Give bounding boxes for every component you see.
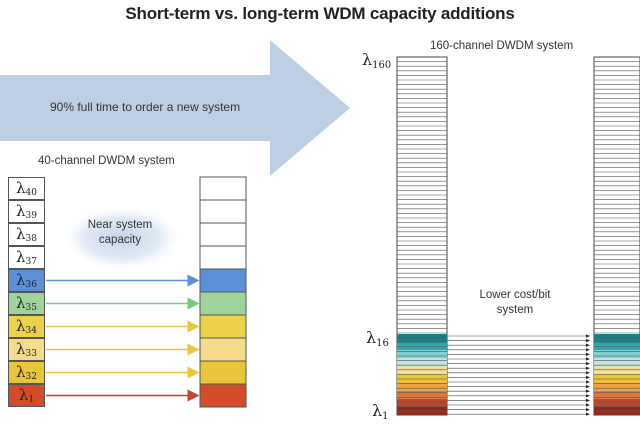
lambda-1-label: λ1 [372, 401, 389, 423]
channel-cell-lambda-33: λ33 [8, 338, 45, 361]
channel-cell-sub: 36 [25, 280, 37, 290]
lower-cost-links [447, 334, 590, 416]
channel-band [594, 334, 640, 343]
lower-cost-line-2: system [496, 304, 534, 316]
channel-cell-sub: 35 [25, 303, 37, 313]
channel-cell-lambda-38: λ38 [8, 223, 45, 246]
left-system-label: 40-channel DWDM system [38, 155, 175, 167]
channel-cell-lambda-40: λ40 [8, 177, 45, 200]
channel-band [594, 382, 640, 391]
channel-cell-lambda-32: λ32 [8, 361, 45, 384]
channel-cell-sub: 1 [28, 395, 35, 405]
near-capacity-line-1: Near system [87, 219, 153, 231]
channel-cell-sub: 39 [25, 211, 37, 221]
channel-cell-lambda-39: λ39 [8, 200, 45, 223]
channel-band [397, 334, 447, 343]
link-arrowhead [586, 362, 590, 366]
channel-band [594, 350, 640, 359]
lower-cost-note: Lower cost/bit system [455, 288, 575, 318]
channel-cell-sub: 37 [25, 257, 37, 267]
receiving-box-lambda-37 [199, 245, 247, 270]
channel-arrows [46, 274, 200, 402]
channel-band [594, 358, 640, 367]
receiving-box-lambda-1 [199, 383, 247, 408]
receiving-box-lambda-39 [199, 199, 247, 224]
lambda-160-sub: 160 [372, 60, 392, 71]
receiving-box-lambda-36 [199, 268, 247, 293]
channel-band [397, 382, 447, 391]
channel-cell-lambda-34: λ34 [8, 315, 45, 338]
link-arrowhead [586, 403, 590, 407]
lambda-16-sub: 16 [376, 338, 389, 349]
link-arrowhead [586, 334, 590, 338]
channel-cell-lambda-36: λ36 [8, 269, 45, 292]
160-channel-left-column [396, 56, 448, 416]
channel-cell-sub: 33 [25, 349, 37, 359]
lambda-16-label: λ16 [366, 328, 389, 350]
receiving-box-lambda-34 [199, 314, 247, 339]
link-arrowhead [586, 339, 590, 343]
receiving-box-lambda-33 [199, 337, 247, 362]
channel-band [397, 390, 447, 399]
channel-cell-sub: 40 [25, 188, 37, 198]
link-arrowhead [586, 343, 590, 347]
lambda-160-label: λ160 [362, 50, 392, 72]
channel-band [594, 390, 640, 399]
right-system-label: 160-channel DWDM system [430, 40, 574, 52]
160-channel-right-column [593, 56, 640, 416]
channel-band [594, 398, 640, 407]
link-arrowhead [586, 357, 590, 361]
channel-band [397, 350, 447, 359]
channel-cell-sub: 34 [25, 326, 37, 336]
near-capacity-line-2: capacity [98, 234, 142, 246]
receiving-channel-boxes [199, 176, 247, 408]
transition-arrow [0, 40, 350, 176]
link-arrowhead [586, 348, 590, 352]
link-arrowhead [586, 375, 590, 379]
link-arrowhead [586, 366, 590, 370]
channel-band [397, 374, 447, 383]
channel-band [594, 342, 640, 351]
link-arrowhead [586, 385, 590, 389]
channel-cell-lambda-37: λ37 [8, 246, 45, 269]
receiving-box-lambda-40 [199, 176, 247, 201]
channel-cell-lambda-35: λ35 [8, 292, 45, 315]
channel-cell-sub: 38 [25, 234, 37, 244]
channel-band [397, 398, 447, 407]
link-arrowhead [586, 371, 590, 375]
link-arrowhead [586, 398, 590, 402]
channel-cell-sub: 32 [25, 372, 37, 382]
lambda-1-sub: 1 [382, 411, 389, 422]
link-arrowhead [586, 352, 590, 356]
link-arrowhead [586, 412, 590, 416]
receiving-box-lambda-35 [199, 291, 247, 316]
link-arrowhead [586, 389, 590, 393]
lower-cost-line-1: Lower cost/bit [479, 289, 551, 301]
channel-band [397, 342, 447, 351]
link-arrowhead [586, 394, 590, 398]
channel-band [594, 374, 640, 383]
link-arrowhead [586, 380, 590, 384]
channel-band [397, 358, 447, 367]
channel-cell-lambda-1: λ1 [8, 384, 45, 407]
receiving-box-lambda-32 [199, 360, 247, 385]
receiving-box-lambda-38 [199, 222, 247, 247]
near-capacity-note: Near system capacity [60, 218, 180, 248]
channel-band [594, 366, 640, 375]
link-arrowhead [586, 408, 590, 412]
arrow-label: 90% full time to order a new system [50, 100, 241, 114]
diagram-title: Short-term vs. long-term WDM capacity ad… [125, 4, 515, 23]
capacity-glow [60, 204, 184, 272]
channel-band [397, 366, 447, 375]
